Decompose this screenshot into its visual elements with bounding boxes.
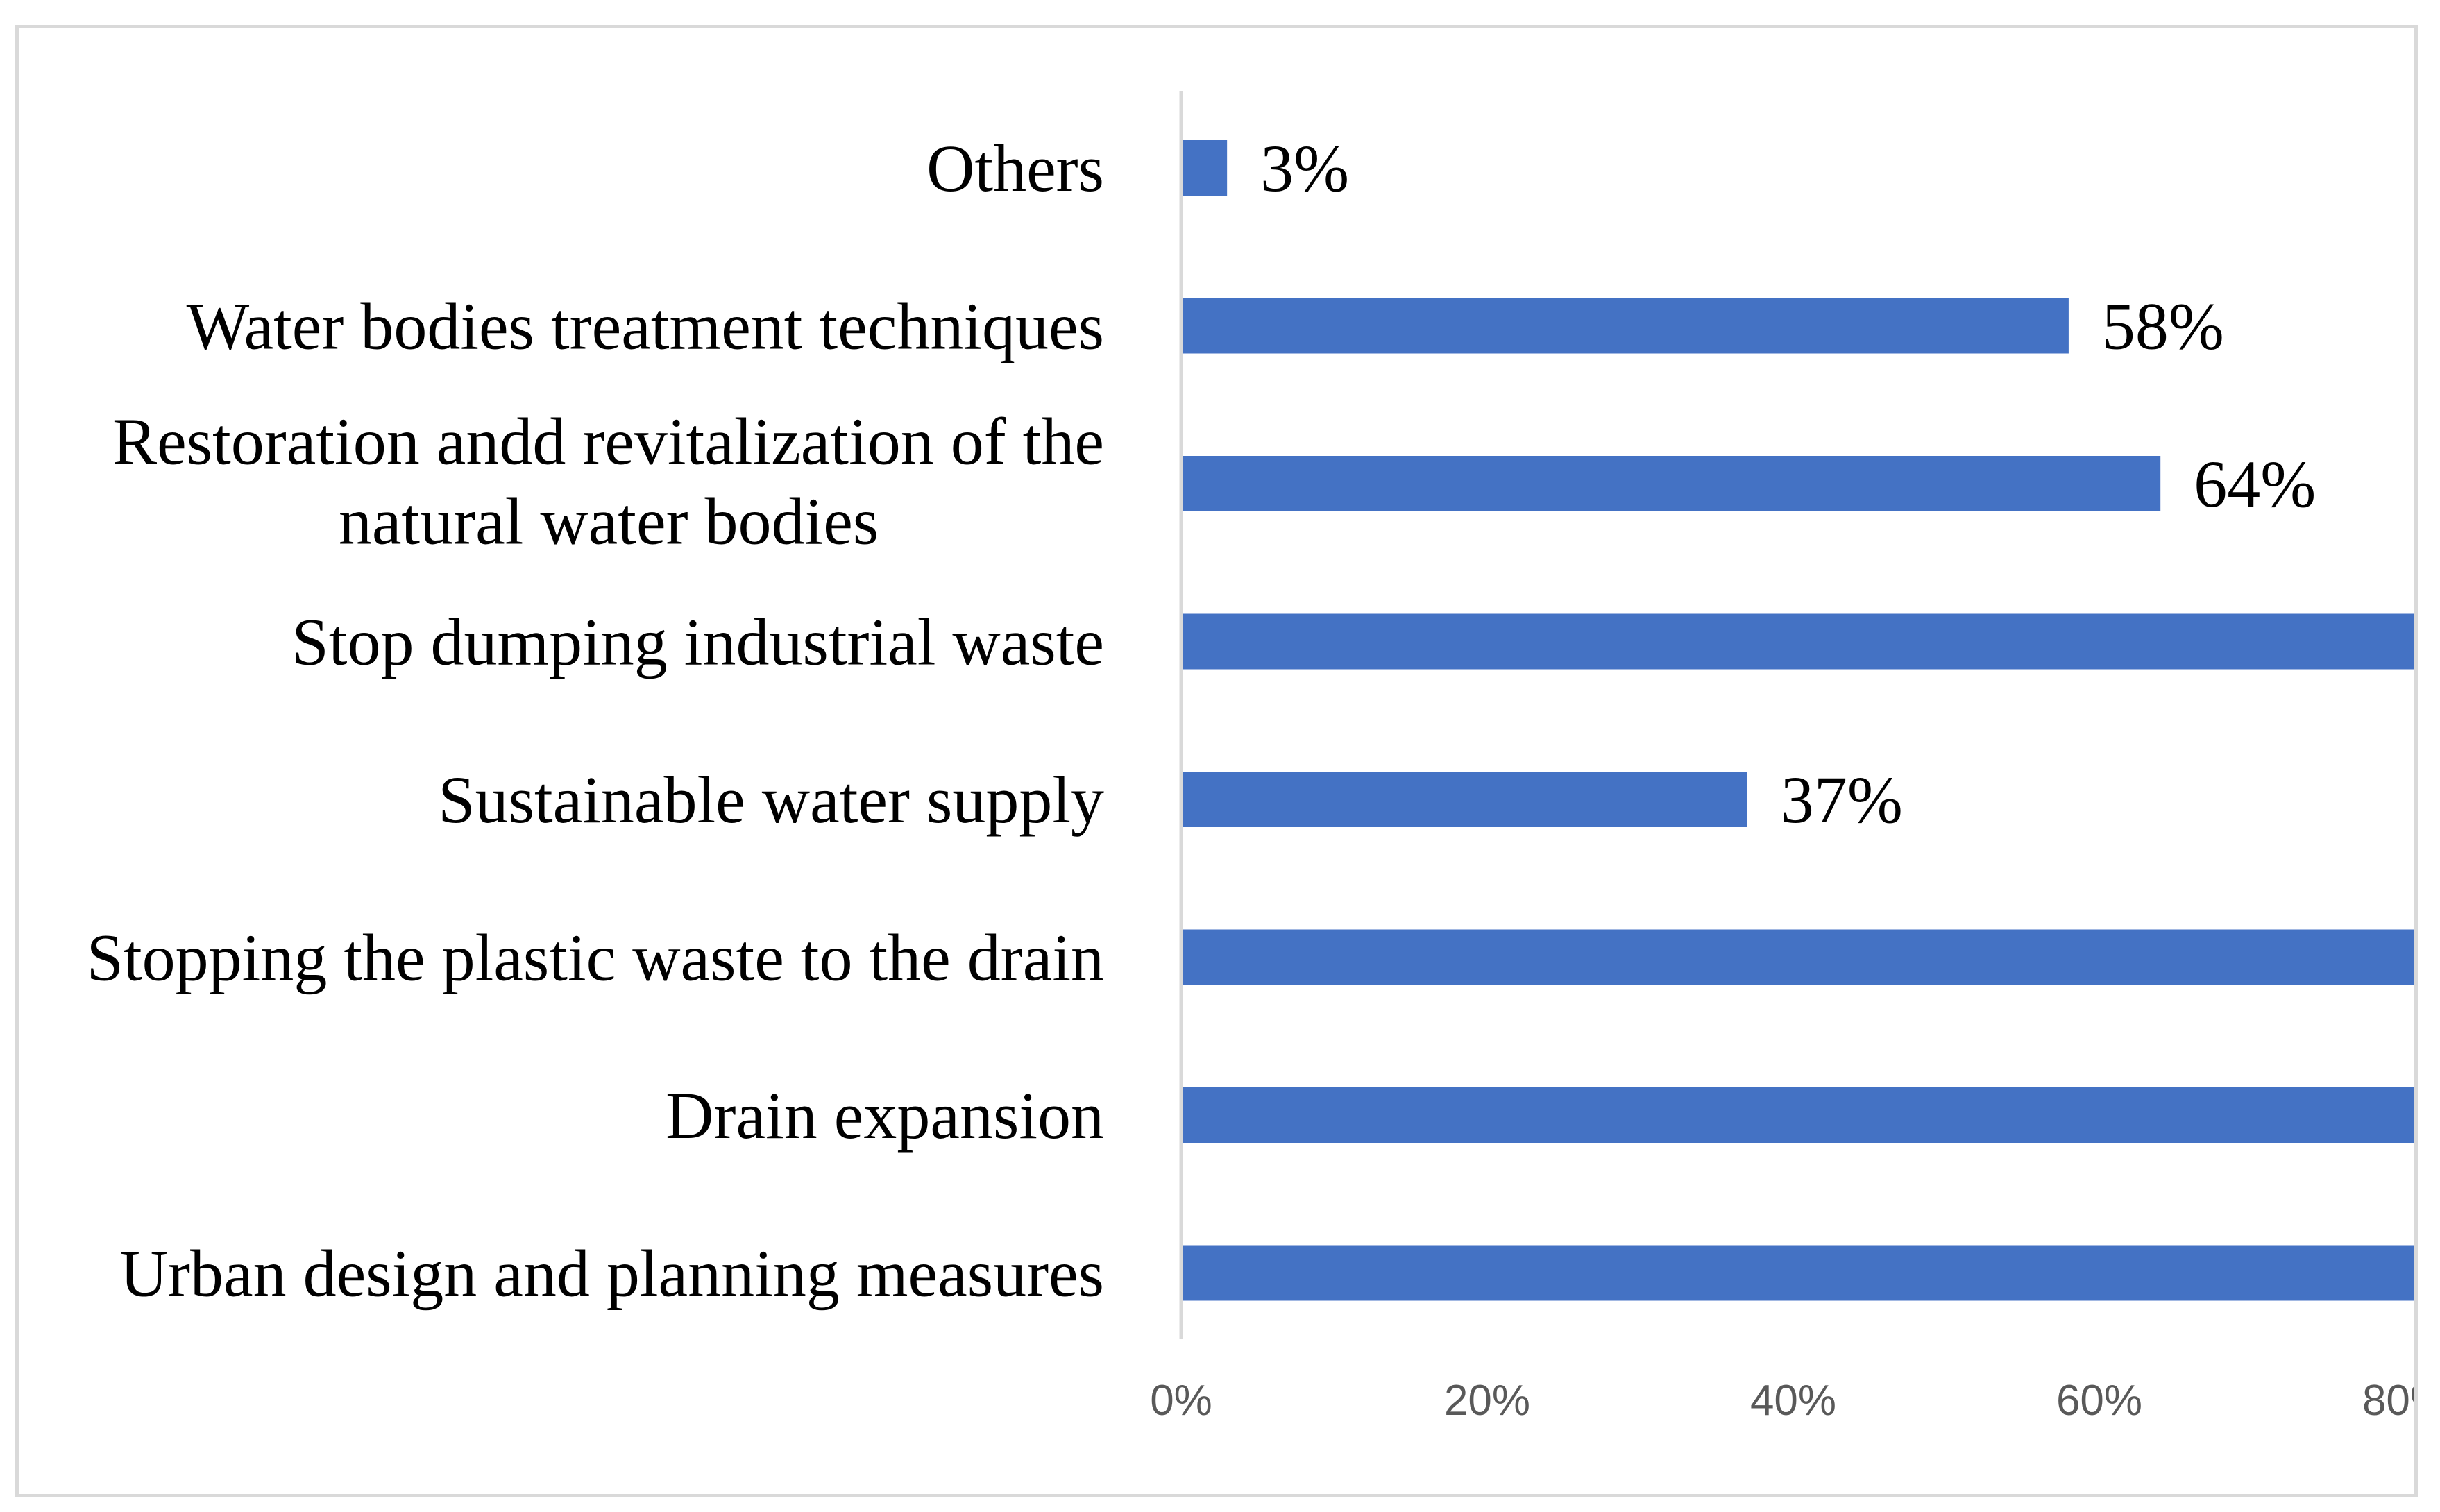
category-label: Sustainable water supply	[438, 763, 1104, 837]
category-label-line: natural water bodies	[339, 484, 879, 559]
category-label: Others	[926, 131, 1104, 205]
data-label: 58%	[2102, 289, 2224, 364]
bar-chart: Others Water bodies treatment techniques R…	[87, 91, 2414, 1425]
data-label: 3%	[1260, 131, 1349, 205]
category-label: Water bodies treatment techniques	[187, 289, 1104, 364]
bar	[1181, 140, 1228, 196]
x-tick-label: 60%	[2056, 1377, 2142, 1425]
bar	[1181, 1087, 2414, 1143]
bars-layer	[1181, 140, 2414, 1301]
data-label: 64%	[2194, 447, 2316, 521]
category-label: Stopping the plastic waste to the drain	[87, 921, 1104, 995]
bar	[1181, 1245, 2414, 1301]
data-label: 37%	[1781, 763, 1903, 837]
bar	[1181, 929, 2414, 985]
category-label: Urban design and planning measures	[120, 1237, 1104, 1311]
bar	[1181, 613, 2414, 670]
x-tick-label: 0%	[1150, 1377, 1212, 1425]
category-label: Drain expansion	[666, 1078, 1104, 1153]
chart-frame: Others Water bodies treatment techniques R…	[15, 25, 2418, 1497]
value-labels: 3%58%64%90%37%100%83%99%	[1260, 131, 2316, 837]
bar	[1181, 456, 2161, 511]
x-tick-label: 40%	[1750, 1377, 1836, 1425]
bar	[1181, 298, 2069, 354]
category-label: Stop dumping industrial waste	[291, 605, 1104, 679]
x-axis-tick-labels: 0%20%40%60%80%100%120%	[1150, 1377, 2414, 1425]
x-tick-label: 80%	[2362, 1377, 2414, 1425]
category-label: Restoration andd revitalization of the na…	[112, 405, 1104, 559]
bar	[1181, 772, 1747, 827]
category-label-line: Restoration andd revitalization of the	[112, 405, 1104, 479]
x-tick-label: 20%	[1444, 1377, 1530, 1425]
category-labels: Others Water bodies treatment techniques R…	[87, 131, 1104, 1311]
